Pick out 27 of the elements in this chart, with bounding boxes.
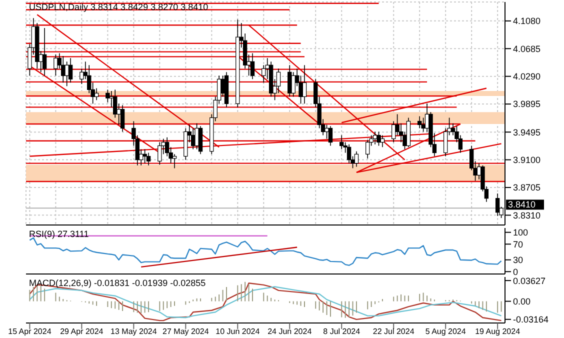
y-tick-label: 3.9100 [513, 154, 541, 165]
y-tick-label: -0.03164 [513, 314, 549, 325]
y-tick-label: 0 [513, 266, 518, 277]
x-tick-label: 8 Jul 2024 [323, 327, 361, 336]
x-tick-label: 22 Jul 2024 [372, 327, 415, 336]
y-tick-label: 0.00 [513, 296, 531, 306]
x-tick-label: 10 Jun 2024 [216, 327, 260, 336]
x-tick-label: 15 Apr 2024 [8, 327, 52, 336]
y-tick-label: 4.0290 [513, 72, 541, 82]
x-tick-label: 27 May 2024 [162, 327, 210, 336]
y-tick-label: 3.9495 [513, 127, 541, 138]
chart-title: MACD(12,26,9) -0.01831 -0.01939 -0.02855 [29, 278, 206, 288]
y-tick-label: 3.8310 [513, 210, 541, 220]
y-tick-label: 100 [513, 228, 528, 238]
x-tick-label: 24 Jun 2024 [268, 327, 312, 336]
y-tick-label: 4.1080 [513, 16, 541, 26]
y-tick-label: 0.03627 [513, 276, 546, 286]
y-tick-label: 3.8705 [513, 182, 541, 193]
y-tick-label: 4.0685 [513, 44, 541, 54]
x-tick-label: 19 Aug 2024 [475, 327, 521, 336]
x-tick-label: 13 May 2024 [110, 327, 158, 336]
ref-line-label: 3.8410 [508, 200, 536, 210]
y-tick-label: 3.9895 [513, 99, 541, 110]
y-tick-label: 30 [513, 255, 524, 266]
y-tick-label: 70 [513, 239, 524, 250]
x-tick-label: 5 Aug 2024 [425, 327, 466, 336]
x-tick-label: 29 Apr 2024 [60, 327, 104, 336]
